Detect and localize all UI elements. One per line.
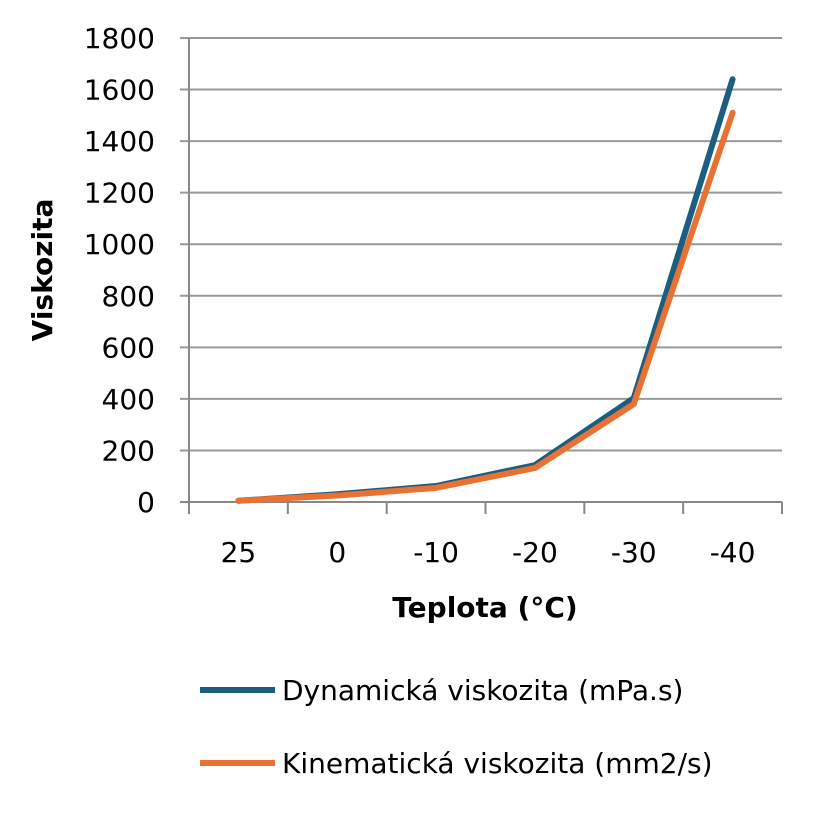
- y-tick-label: 1000: [84, 228, 155, 261]
- x-tick-label: -40: [710, 536, 756, 569]
- y-tick-label: 800: [102, 280, 155, 313]
- y-tick-labels: 0 200 400 600 800 1000 1200 1400 1600 1800: [84, 22, 155, 519]
- y-tick-label: 400: [102, 383, 155, 416]
- y-axis-title: Viskozita: [26, 199, 59, 342]
- legend: Dynamická viskozita (mPa.s) Kinematická …: [200, 674, 713, 780]
- y-tick-label: 0: [137, 486, 155, 519]
- y-tick-label: 1600: [84, 74, 155, 107]
- x-tick-label: -10: [413, 536, 459, 569]
- y-tick-label: 1400: [84, 125, 155, 158]
- gridlines: [180, 37, 782, 503]
- x-tick-label: -30: [611, 536, 657, 569]
- x-tick-label: 25: [221, 536, 257, 569]
- y-tick-label: 1800: [84, 22, 155, 55]
- legend-label-dynamic: Dynamická viskozita (mPa.s): [282, 674, 683, 707]
- x-axis: 25 0 -10 -20 -30 -40: [188, 38, 783, 569]
- y-tick-label: 1200: [84, 177, 155, 210]
- series-line-kinematic: [235, 109, 736, 504]
- y-tick-label: 200: [102, 434, 155, 467]
- x-tick-label: -20: [512, 536, 558, 569]
- legend-label-kinematic: Kinematická viskozita (mm2/s): [282, 747, 713, 780]
- y-tick-label: 600: [102, 331, 155, 364]
- x-tick-label: 0: [328, 536, 346, 569]
- series-lines: [235, 76, 736, 504]
- x-axis-title: Teplota (°C): [392, 591, 577, 624]
- series-line-dynamic: [235, 76, 736, 504]
